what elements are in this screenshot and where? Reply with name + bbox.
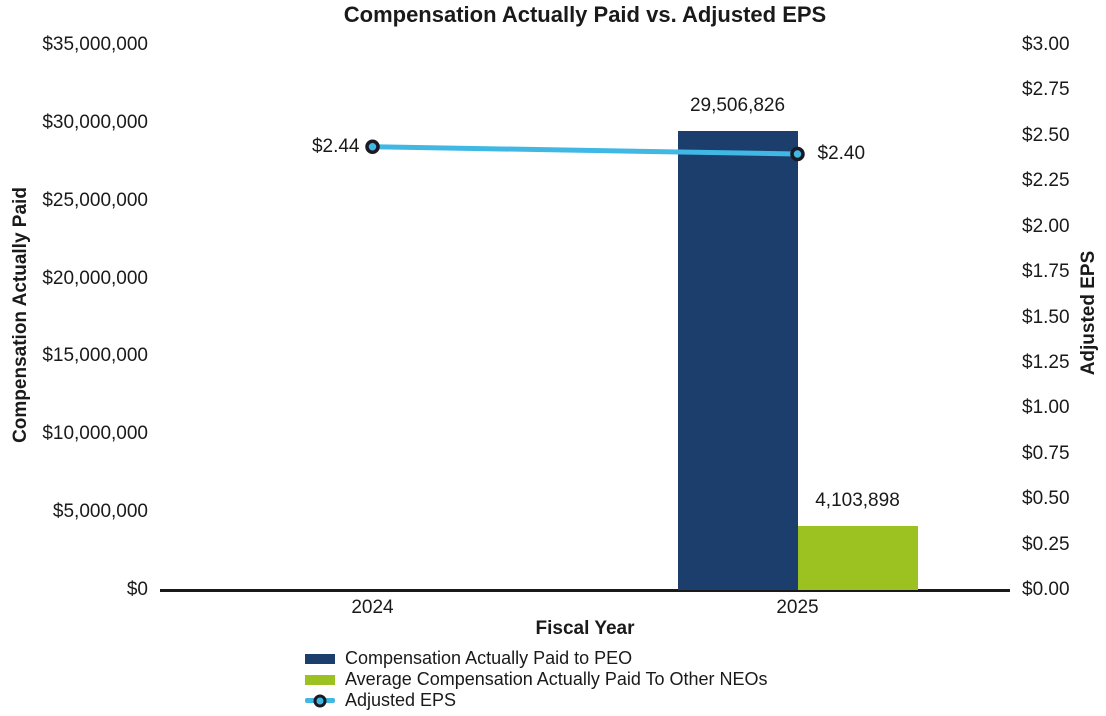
right-axis-tick-label: $3.00 bbox=[1022, 34, 1070, 55]
left-axis-tick-label: $30,000,000 bbox=[42, 111, 148, 133]
legend-item-neo: Average Compensation Actually Paid To Ot… bbox=[305, 669, 768, 690]
right-axis-tick-label: $1.75 bbox=[1022, 261, 1070, 283]
right-axis-tick-label: $2.00 bbox=[1022, 215, 1070, 237]
right-axis-tick-label: $1.00 bbox=[1022, 397, 1070, 419]
right-axis-tick-label: $0.50 bbox=[1022, 488, 1070, 510]
left-axis-tick-label: $15,000,000 bbox=[42, 345, 148, 367]
bar-peo-2025 bbox=[677, 130, 798, 590]
bar-data-label-peo: 29,506,826 bbox=[689, 94, 786, 116]
legend-circle-marker bbox=[313, 694, 327, 707]
left-axis-tick-label: $10,000,000 bbox=[42, 423, 148, 445]
eps-point-marker bbox=[790, 146, 805, 162]
right-axis-tick-label: $1.25 bbox=[1022, 351, 1070, 373]
left-axis-tick-label: $35,000,000 bbox=[42, 34, 148, 55]
right-axis-tick-label: $0.75 bbox=[1022, 442, 1070, 464]
legend-swatch-icon-neo bbox=[305, 674, 335, 685]
left-axis-tick-label: $5,000,000 bbox=[52, 501, 148, 523]
eps-point-marker bbox=[365, 139, 380, 154]
bar-neo-2025 bbox=[797, 526, 918, 590]
x-axis-line bbox=[160, 589, 1010, 592]
x-axis-title: Fiscal Year bbox=[535, 618, 635, 639]
right-axis-tick-label: $0.25 bbox=[1022, 533, 1070, 555]
x-axis-tick-label: 2025 bbox=[776, 597, 819, 618]
x-axis-tick-label: 2024 bbox=[351, 597, 394, 618]
chart-title: Compensation Actually Paid vs. Adjusted … bbox=[343, 2, 827, 27]
left-axis-tick-label: $20,000,000 bbox=[42, 267, 148, 289]
legend-label-peo: Compensation Actually Paid to PEO bbox=[345, 648, 633, 668]
legend: Compensation Actually Paid to PEO Average… bbox=[305, 648, 768, 711]
right-axis-tick-label: $1.50 bbox=[1022, 306, 1070, 328]
eps-line bbox=[372, 144, 798, 157]
right-axis-tick-label: $0.00 bbox=[1022, 579, 1070, 600]
left-axis-tick-label: $25,000,000 bbox=[42, 189, 148, 211]
right-axis-tick-label: $2.25 bbox=[1022, 170, 1070, 192]
right-axis-tick-label: $2.75 bbox=[1022, 79, 1070, 101]
eps-point-label: $2.40 bbox=[817, 143, 866, 164]
legend-line-marker-icon bbox=[305, 693, 335, 708]
legend-item-peo: Compensation Actually Paid to PEO bbox=[305, 648, 768, 669]
right-axis-tick-label: $2.50 bbox=[1022, 124, 1070, 146]
legend-swatch-icon-peo bbox=[305, 653, 335, 664]
eps-point-label: $2.44 bbox=[311, 135, 360, 157]
legend-item-eps: Adjusted EPS bbox=[305, 690, 768, 711]
bar-data-label-neo: 4,103,898 bbox=[815, 490, 900, 512]
legend-label-eps: Adjusted EPS bbox=[345, 690, 457, 710]
left-axis-tick-label: $0 bbox=[126, 579, 148, 600]
legend-label-neo: Average Compensation Actually Paid To Ot… bbox=[345, 669, 768, 689]
